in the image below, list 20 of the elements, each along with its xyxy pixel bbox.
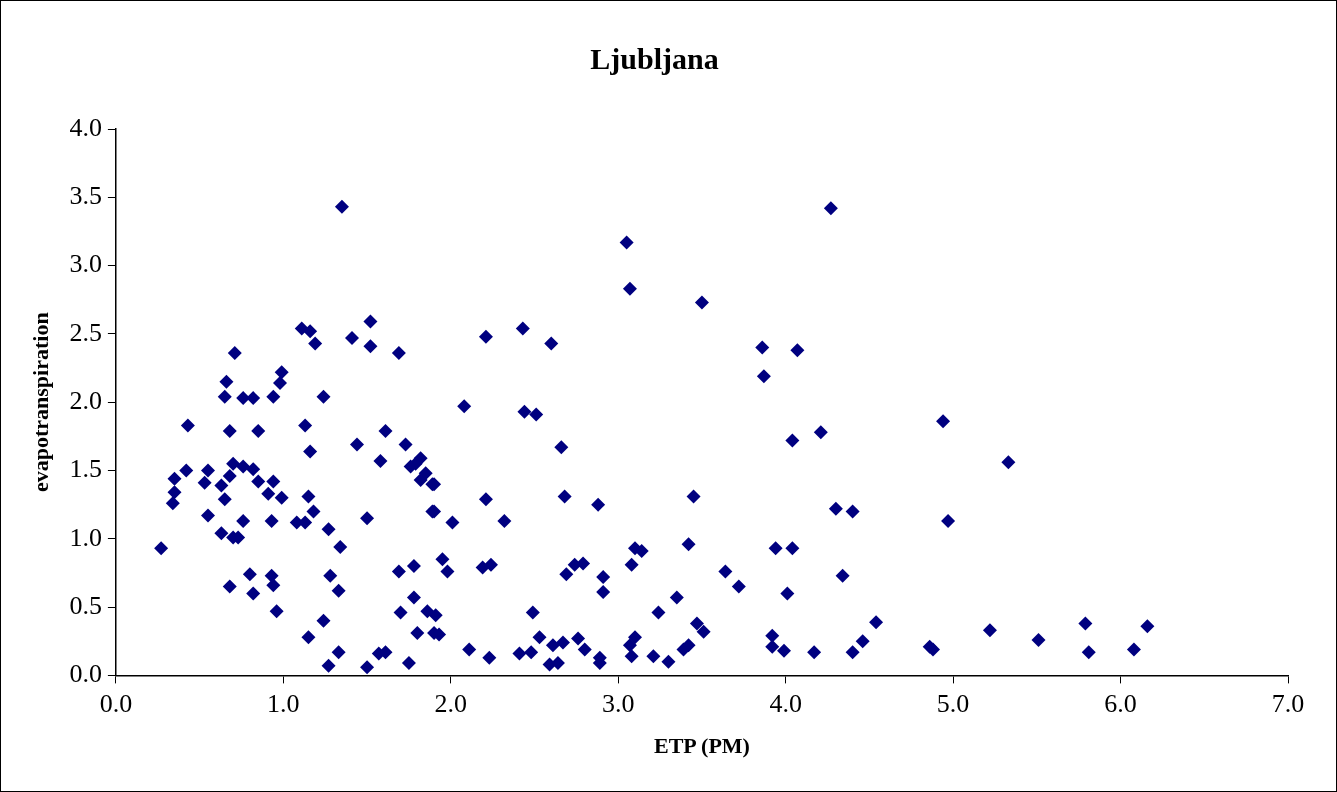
x-axis-title: ETP (PM) (653, 733, 750, 759)
y-tick-label: 2.0 (69, 386, 102, 416)
x-tick-label: 2.0 (434, 688, 468, 718)
chart-title: Ljubljana (590, 41, 719, 75)
y-tick-label: 3.5 (69, 181, 102, 211)
x-tick-label: 5.0 (936, 688, 970, 718)
x-tick-label: 3.0 (601, 688, 635, 718)
x-tick-label: 0.0 (99, 688, 133, 718)
y-tick-label: 1.5 (69, 454, 102, 484)
x-tick-label: 1.0 (267, 688, 300, 718)
y-tick-label: 2.5 (69, 317, 102, 347)
y-tick-label: 1.0 (69, 522, 102, 552)
x-tick-label: 6.0 (1104, 688, 1137, 718)
y-tick-label: 0.5 (69, 590, 102, 620)
x-tick-label: 4.0 (769, 688, 802, 718)
y-tick-label: 0.0 (69, 659, 102, 689)
y-axis-title: evapotranspiration (27, 312, 53, 493)
y-tick-label: 4.0 (69, 112, 102, 142)
x-tick-label: 7.0 (1271, 688, 1305, 718)
y-tick-label: 3.0 (69, 249, 102, 279)
